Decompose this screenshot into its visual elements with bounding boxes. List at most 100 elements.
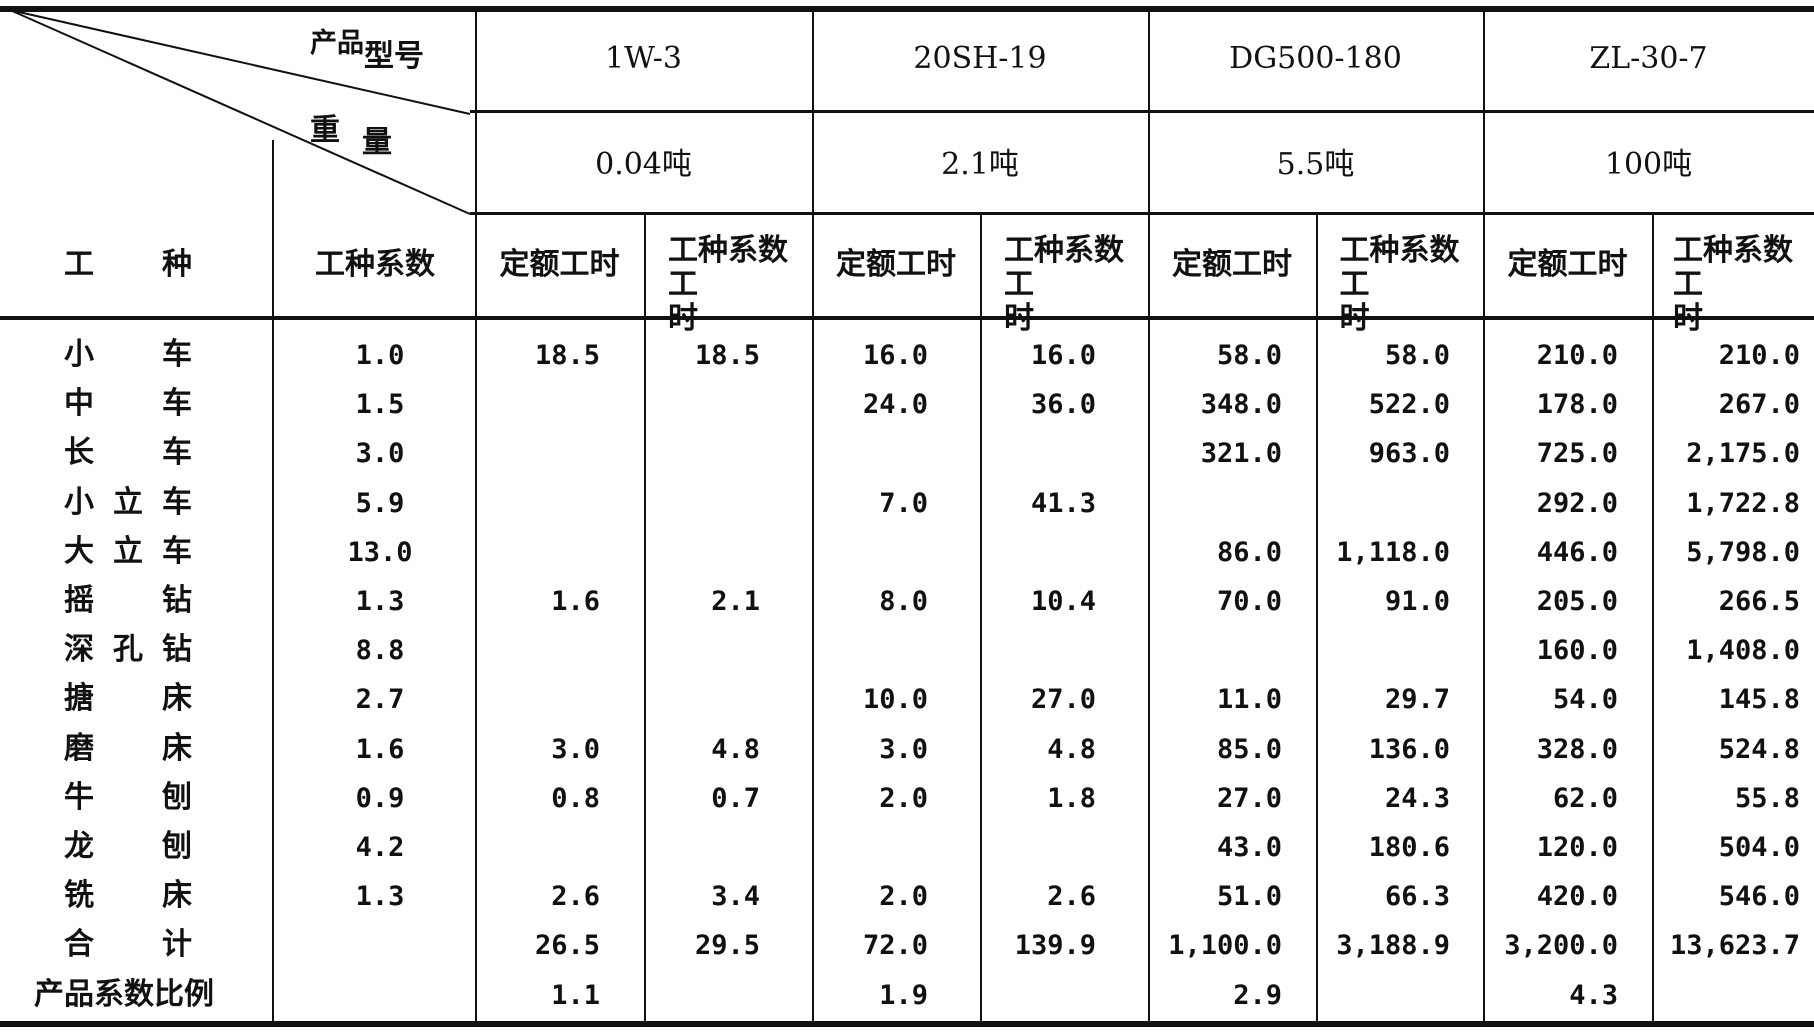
row-coef: 3.0 <box>355 438 405 469</box>
row-name-char: 龙 <box>64 829 94 864</box>
row-cell: 210.0 <box>1718 340 1800 371</box>
coef-hours-line1: 工种系数 <box>1673 233 1793 268</box>
row-name-char: 小 <box>64 485 94 520</box>
row-cell: 524.8 <box>1718 734 1800 765</box>
row-name-char: 车 <box>162 337 192 372</box>
row-name-char: 床 <box>162 681 192 716</box>
product-weight-3: 100吨 <box>1604 147 1693 182</box>
row-cell: 4.8 <box>711 734 760 765</box>
row-cell: 26.5 <box>534 930 600 961</box>
product-model-0: 1W-3 <box>605 41 682 76</box>
vline-group-3 <box>1483 12 1485 1021</box>
product-weight-0: 0.04吨 <box>595 147 692 182</box>
row-cell: 58.0 <box>1216 340 1282 371</box>
row-name-char: 合 <box>64 927 94 962</box>
row-cell: 3,188.9 <box>1336 930 1450 961</box>
row-name: 深孔钻 <box>64 635 192 665</box>
row-name-char: 计 <box>162 927 192 962</box>
row-name-char: 摇 <box>64 583 94 618</box>
row-name-char: 孔 <box>113 632 143 667</box>
row-name-char: 刨 <box>162 829 192 864</box>
row-cell: 85.0 <box>1216 734 1282 765</box>
coef-hours-line2-right: 时 <box>1004 301 1034 336</box>
row-cell: 70.0 <box>1216 586 1282 617</box>
product-model-3: ZL-30-7 <box>1589 41 1708 76</box>
coef-hours-line2: 工时 <box>1673 268 1793 336</box>
row-name-char: 中 <box>64 386 94 421</box>
row-name-char: 大 <box>64 534 94 569</box>
row-cell: 292.0 <box>1536 488 1618 519</box>
row-cell: 160.0 <box>1536 635 1618 666</box>
row-cell: 1,100.0 <box>1168 930 1282 961</box>
row-name: 搪床 <box>64 684 192 714</box>
row-cell: 145.8 <box>1718 684 1800 715</box>
vline-name-coef <box>272 140 274 1021</box>
coef-hours-line2-left: 工 <box>1339 267 1370 302</box>
row-name-char: 小 <box>64 337 94 372</box>
row-name-char: 立 <box>113 534 143 569</box>
quota-hours-header-1: 定额工时 <box>836 247 956 282</box>
row-cell: 2.6 <box>1047 881 1096 912</box>
row-name: 长车 <box>64 438 192 468</box>
row-cell: 1.8 <box>1047 783 1096 814</box>
row-name-char: 搪 <box>64 681 94 716</box>
row-cell: 180.6 <box>1368 832 1450 863</box>
quota-hours-header-0: 定额工时 <box>499 247 620 282</box>
coef-hours-header-2: 工种系数工时 <box>1340 234 1460 336</box>
row-coef: 2.7 <box>355 684 405 715</box>
row-cell: 2.1 <box>711 586 760 617</box>
row-coef: 1.6 <box>355 734 405 765</box>
product-model-1: 20SH-19 <box>913 41 1047 76</box>
row-cell: 0.8 <box>551 783 600 814</box>
row-cell: 1,408.0 <box>1686 635 1800 666</box>
row-name-char: 铣 <box>64 878 94 913</box>
row-cell: 62.0 <box>1552 783 1618 814</box>
row-cell: 178.0 <box>1536 389 1618 420</box>
row-coef: 1.3 <box>355 881 405 912</box>
weight-subheader-divider <box>470 212 1814 215</box>
row-name: 中车 <box>64 389 192 419</box>
row-cell: 210.0 <box>1536 340 1618 371</box>
row-cell: 522.0 <box>1368 389 1450 420</box>
row-coef: 1.5 <box>355 389 405 420</box>
vline-sub-1 <box>980 214 982 1021</box>
row-cell: 55.8 <box>1734 783 1800 814</box>
row-name: 磨床 <box>64 734 192 764</box>
row-name-char: 钻 <box>162 583 192 618</box>
coef-hours-line2-right: 时 <box>1673 301 1703 336</box>
row-name-char: 磨 <box>64 731 94 766</box>
row-cell: 16.0 <box>862 340 928 371</box>
row-cell: 446.0 <box>1536 537 1618 568</box>
row-cell: 120.0 <box>1536 832 1618 863</box>
row-coef: 13.0 <box>347 537 413 568</box>
row-coef: 0.9 <box>355 783 405 814</box>
row-cell: 91.0 <box>1384 586 1450 617</box>
row-cell: 1,118.0 <box>1336 537 1450 568</box>
row-cell: 504.0 <box>1718 832 1800 863</box>
vline-group-0 <box>475 12 477 1021</box>
row-cell: 58.0 <box>1384 340 1450 371</box>
quota-hours-header-3: 定额工时 <box>1507 247 1628 282</box>
row-cell: 43.0 <box>1216 832 1282 863</box>
bottom-border <box>0 1021 1814 1027</box>
row-cell: 139.9 <box>1014 930 1096 961</box>
coef-hours-line2: 工时 <box>1340 268 1460 336</box>
row-cell: 54.0 <box>1552 684 1618 715</box>
row-name: 牛刨 <box>64 783 192 813</box>
product-weight-2: 5.5吨 <box>1276 147 1355 182</box>
row-name-char: 牛 <box>64 780 94 815</box>
row-cell: 3.0 <box>551 734 600 765</box>
coef-hours-line2: 工时 <box>668 268 788 336</box>
row-coef: 4.2 <box>355 832 405 863</box>
row-cell: 205.0 <box>1536 586 1618 617</box>
row-cell: 2.0 <box>879 881 928 912</box>
row-cell: 29.7 <box>1384 684 1450 715</box>
row-cell: 66.3 <box>1384 881 1450 912</box>
row-name: 大立车 <box>64 537 192 567</box>
row-cell: 29.5 <box>694 930 760 961</box>
row-name: 合计 <box>64 930 192 960</box>
row-name-char: 车 <box>162 485 192 520</box>
row-name-char: 深 <box>64 632 94 667</box>
row-cell: 546.0 <box>1718 881 1800 912</box>
